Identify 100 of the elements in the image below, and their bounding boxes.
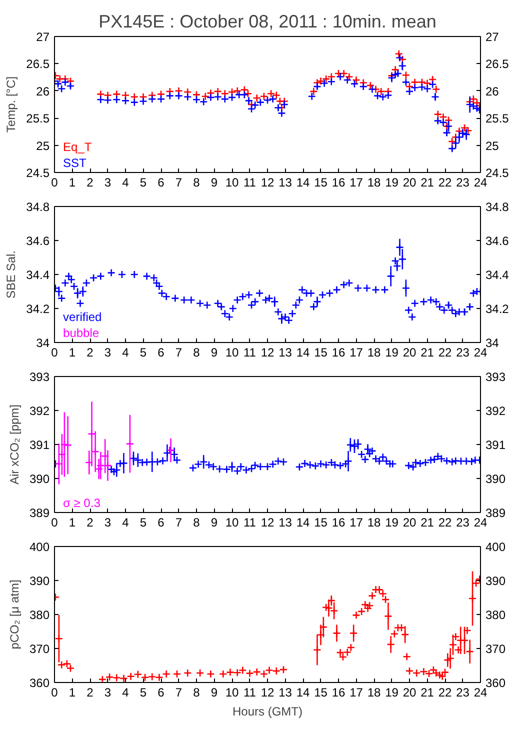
x-tick-label: 5 [140, 516, 147, 530]
x-tick-label: 8 [193, 516, 200, 530]
y-tick-label: 34.4 [26, 268, 50, 282]
x-tick-label: 8 [193, 176, 200, 190]
x-tick-label: 19 [385, 686, 399, 700]
x-tick-label: 20 [402, 176, 416, 190]
y2-tick-label: 380 [486, 608, 506, 622]
x-tick-label: 12 [260, 176, 274, 190]
x-tick-label: 18 [367, 346, 381, 360]
x-tick-label: 1 [68, 686, 76, 700]
x-tick-label: 14 [296, 176, 310, 190]
x-tick-label: 11 [244, 516, 256, 530]
x-tick-label: 11 [244, 686, 256, 700]
x-tick-label: 10 [225, 516, 239, 530]
x-tick-label: 16 [332, 686, 346, 700]
x-tick-label: 14 [296, 516, 310, 530]
x-tick-label: 18 [367, 686, 381, 700]
y-tick-label: 25.5 [26, 112, 50, 126]
x-tick-label: 23 [456, 176, 470, 190]
y-axis-title: Temp. [°C] [4, 76, 18, 133]
x-tick-label: 3 [104, 346, 112, 360]
x-tick-label: 23 [456, 516, 470, 530]
y-axis-title: Air xCO₂ [ppm] [7, 404, 22, 484]
x-tick-label: 14 [296, 346, 310, 360]
y-axis-title: SBE Sal. [4, 250, 18, 299]
y2-tick-label: 391 [486, 438, 506, 452]
x-tick-label: 13 [278, 516, 292, 530]
x-tick-label: 22 [438, 686, 452, 700]
x-tick-label: 24 [474, 686, 488, 700]
x-tick-label: 12 [260, 516, 274, 530]
x-tick-label: 17 [350, 686, 364, 700]
x-tick-label: 15 [314, 346, 328, 360]
x-tick-label: 2 [86, 176, 94, 190]
x-tick-label: 22 [438, 176, 452, 190]
x-tick-label: 23 [456, 346, 470, 360]
y-tick-label: 27 [36, 30, 50, 44]
x-tick-label: 11 [244, 346, 256, 360]
x-tick-label: 4 [122, 346, 130, 360]
y2-tick-label: 34.6 [486, 234, 510, 248]
x-tick-label: 17 [350, 176, 364, 190]
y-tick-label: 391 [29, 438, 50, 452]
x-tick-label: 21 [420, 346, 434, 360]
y-tick-label: 25 [36, 138, 50, 153]
y2-tick-label: 389 [486, 506, 506, 520]
x-tick-label: 3 [104, 176, 112, 190]
x-tick-label: 4 [122, 176, 130, 190]
x-tick-label: 8 [193, 686, 200, 700]
y2-tick-label: 360 [486, 676, 506, 690]
x-tick-label: 11 [244, 176, 256, 190]
y2-tick-label: 390 [486, 472, 506, 486]
text: Eq_T [63, 140, 92, 154]
y2-tick-label: 25.5 [486, 112, 510, 126]
x-tick-label: 18 [367, 516, 381, 530]
x-tick-label: 14 [296, 686, 310, 700]
x-tick-label: 17 [350, 346, 364, 360]
y-tick-label: 392 [29, 404, 50, 418]
y-tick-label: 400 [29, 540, 50, 554]
x-tick-label: 12 [260, 346, 274, 360]
x-tick-label: 2 [86, 686, 94, 700]
chart-title: PX145E : October 08, 2011 : 10min. mean [98, 12, 436, 32]
x-tick-label: 7 [175, 346, 182, 360]
x-tick-label: 22 [438, 516, 452, 530]
x-tick-label: 7 [175, 516, 182, 530]
x-tick-label: 20 [402, 346, 416, 360]
x-tick-label: 19 [385, 516, 399, 530]
x-tick-label: 16 [332, 176, 346, 190]
legend-label: bubble [63, 326, 100, 340]
x-tick-label: 13 [278, 686, 292, 700]
x-tick-label: 3 [104, 516, 112, 530]
series-label: σ ≥ 0.3 [63, 496, 101, 510]
x-tick-label: 23 [456, 686, 470, 700]
x-tick-label: 5 [140, 176, 147, 190]
x-tick-label: 0 [51, 346, 58, 360]
x-tick-label: 24 [474, 176, 488, 190]
y2-tick-label: 27 [486, 30, 500, 44]
x-tick-label: 0 [51, 686, 58, 700]
x-tick-label: 0 [51, 176, 58, 190]
x-tick-label: 3 [104, 686, 112, 700]
y-tick-label: 380 [29, 608, 50, 622]
x-tick-label: 10 [225, 176, 239, 190]
x-tick-label: 17 [350, 516, 364, 530]
y2-tick-label: 393 [486, 370, 506, 384]
y-tick-label: 24.5 [26, 166, 50, 180]
y-tick-label: 26.5 [26, 57, 50, 72]
x-tick-label: 4 [122, 516, 130, 530]
x-tick-label: 10 [225, 346, 239, 360]
x-tick-label: 15 [314, 516, 328, 530]
x-tick-label: 16 [332, 516, 346, 530]
x-tick-label: 0 [51, 516, 58, 530]
x-tick-label: 20 [402, 516, 416, 530]
x-tick-label: 12 [260, 686, 274, 700]
x-tick-label: 9 [210, 686, 218, 700]
x-tick-label: 16 [332, 346, 346, 360]
x-tick-label: 1 [68, 176, 76, 190]
x-tick-label: 15 [314, 686, 328, 700]
y2-tick-label: 390 [486, 574, 506, 588]
y-tick-label: 34 [36, 336, 50, 350]
x-tick-label: 21 [420, 686, 434, 700]
y-tick-label: 34.8 [26, 200, 50, 214]
x-tick-label: 9 [210, 176, 218, 190]
